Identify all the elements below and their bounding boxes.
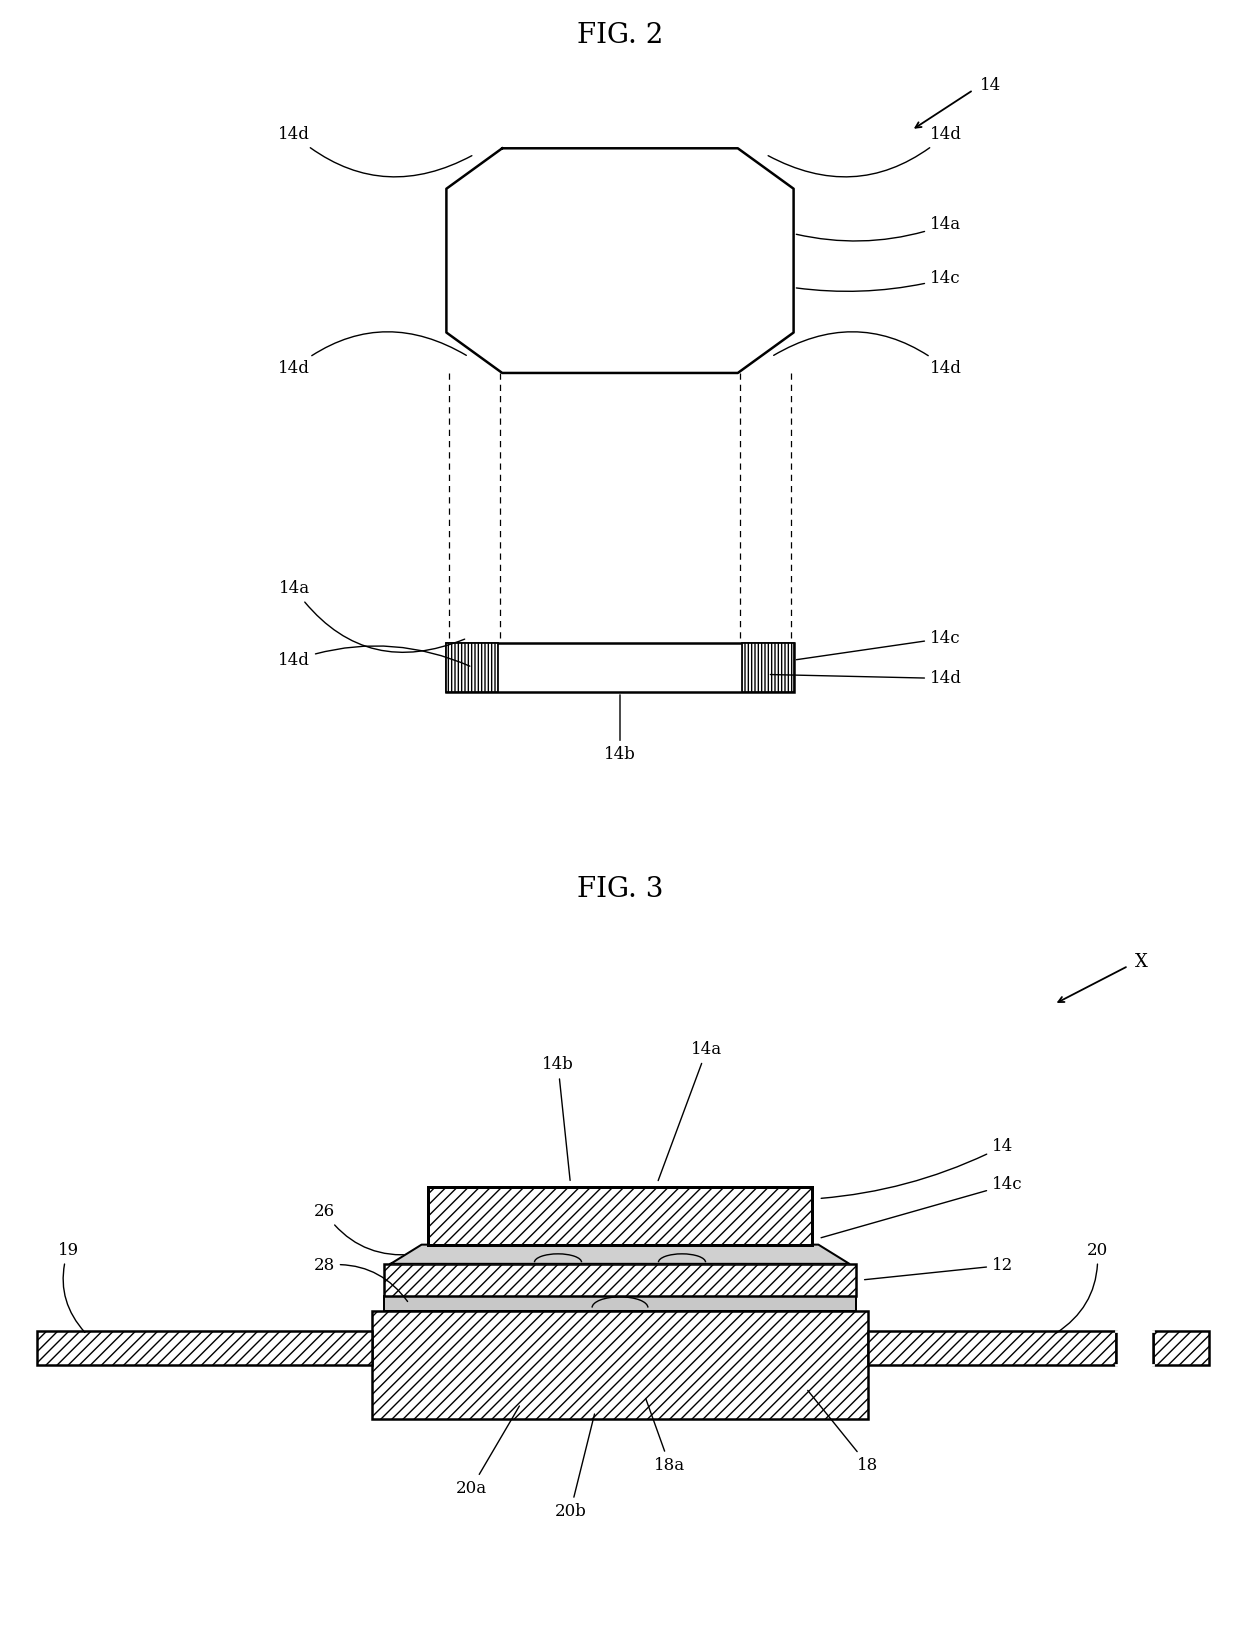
Text: 14c: 14c: [796, 629, 961, 660]
Text: 19: 19: [57, 1242, 84, 1332]
Text: 14c: 14c: [821, 1176, 1023, 1237]
Bar: [384, 1263, 856, 1296]
Bar: [428, 1186, 812, 1245]
Text: 14a: 14a: [658, 1041, 723, 1181]
Text: 12: 12: [864, 1257, 1013, 1279]
Text: 14b: 14b: [604, 694, 636, 763]
Bar: [868, 1330, 1116, 1366]
Text: 14a: 14a: [279, 580, 465, 652]
Text: 18a: 18a: [646, 1399, 686, 1474]
Bar: [37, 1330, 372, 1366]
Bar: [384, 1296, 856, 1312]
Text: 20b: 20b: [554, 1413, 594, 1520]
Text: 14b: 14b: [542, 1056, 574, 1180]
Text: 20: 20: [1056, 1242, 1109, 1333]
Text: X: X: [1135, 953, 1147, 971]
Bar: [446, 642, 794, 693]
Text: 14: 14: [980, 77, 1001, 93]
Text: 14a: 14a: [796, 216, 961, 240]
Text: 14d: 14d: [278, 645, 470, 668]
Bar: [742, 642, 794, 693]
Text: 14d: 14d: [278, 332, 466, 377]
Text: 18: 18: [807, 1391, 879, 1474]
Text: 28: 28: [314, 1257, 408, 1302]
Bar: [1153, 1330, 1209, 1366]
Text: 14d: 14d: [278, 126, 472, 176]
Text: FIG. 2: FIG. 2: [577, 23, 663, 49]
Text: 14: 14: [821, 1137, 1013, 1198]
Text: 14d: 14d: [774, 332, 962, 377]
Text: FIG. 3: FIG. 3: [577, 876, 663, 902]
Text: 14c: 14c: [796, 270, 961, 291]
Bar: [372, 1312, 868, 1418]
Text: 14d: 14d: [768, 126, 962, 176]
Text: 20a: 20a: [455, 1405, 520, 1497]
Text: 26: 26: [314, 1203, 413, 1255]
Bar: [1116, 1330, 1153, 1366]
Bar: [446, 642, 498, 693]
Polygon shape: [391, 1245, 849, 1263]
Text: 14d: 14d: [770, 670, 962, 686]
